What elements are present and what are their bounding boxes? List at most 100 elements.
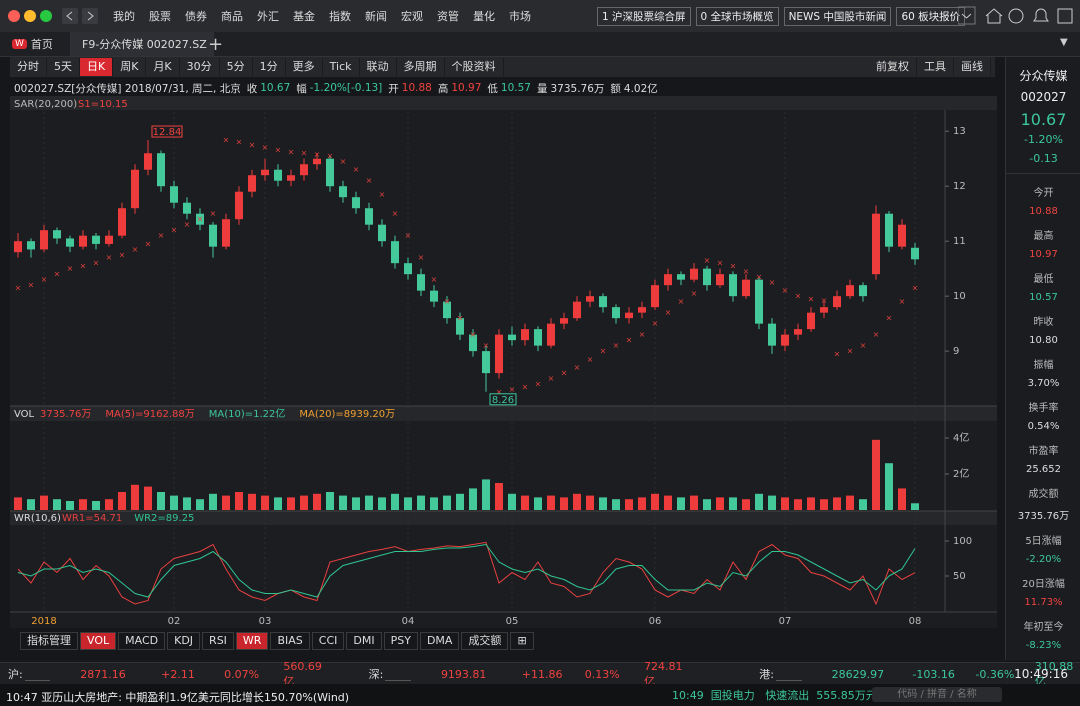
volume-bar <box>794 499 802 510</box>
field-label: 量 <box>536 82 548 95</box>
candle-body <box>14 241 22 253</box>
indicator-tab[interactable]: PSY <box>383 632 418 650</box>
news-text[interactable]: 10:47 亚历山大房地产: 中期盈利1.9亿美元同比增长150.70%(Win… <box>6 691 350 704</box>
indicator-tab[interactable]: 指标管理 <box>20 632 78 650</box>
menu-item[interactable]: 基金 <box>293 10 315 23</box>
indicator-tab[interactable]: 成交额 <box>461 632 509 650</box>
indicator-tab[interactable]: WR <box>235 632 269 650</box>
chat-icon[interactable] <box>1008 8 1024 24</box>
indicator-tab[interactable]: BIAS <box>270 632 310 650</box>
volume-bar <box>196 499 204 510</box>
bell-icon[interactable] <box>1033 8 1049 22</box>
index-pct: 0.07% <box>224 667 260 681</box>
menu-item[interactable]: 量化 <box>473 10 495 23</box>
candle-body <box>248 175 256 192</box>
candle-body <box>170 186 178 203</box>
menu-item[interactable]: 股票 <box>149 10 171 23</box>
window-icon[interactable] <box>1057 8 1073 24</box>
indicator-tab[interactable]: CCI <box>311 632 345 650</box>
f9-tab[interactable]: F9-分众传媒 002027.SZ <box>70 32 214 56</box>
volume-bar <box>456 493 464 510</box>
candle-body <box>365 208 373 225</box>
stat-value: 3735.76万 <box>1017 511 1070 522</box>
quick-button[interactable]: 1 沪深股票综合屏 <box>597 6 691 26</box>
period-button[interactable]: 日K <box>80 58 114 76</box>
back[interactable] <box>62 8 78 24</box>
period-button[interactable]: 联动 <box>360 58 397 76</box>
add-indicator[interactable]: ⊞ <box>510 632 534 650</box>
period-button[interactable]: 5分 <box>220 58 253 76</box>
sar-point: × <box>418 253 425 262</box>
period-button[interactable]: 月K <box>146 58 180 76</box>
menu-item[interactable]: 债券 <box>185 10 207 23</box>
menu-item[interactable]: 新闻 <box>365 10 387 23</box>
menu-item[interactable]: 指数 <box>329 10 351 23</box>
candle-body <box>404 263 412 275</box>
volume-bar <box>417 495 425 510</box>
menu-item[interactable]: 宏观 <box>401 10 423 23</box>
home-icon[interactable] <box>985 8 1003 24</box>
indicator-tab[interactable]: VOL <box>80 632 117 650</box>
sar-point: × <box>288 148 295 157</box>
volume-bar <box>248 493 256 510</box>
quick-button[interactable]: 0 全球市场概览 <box>695 6 779 26</box>
tool-button[interactable]: 画线 <box>954 58 991 76</box>
candle-body <box>898 224 906 247</box>
period-button[interactable]: 个股资料 <box>445 58 504 76</box>
menu-item[interactable]: 外汇 <box>257 10 279 23</box>
volume-bar <box>651 493 659 510</box>
tool-button[interactable]: 前复权 <box>869 58 917 76</box>
sar-point: × <box>184 220 191 229</box>
sar-point: × <box>496 387 503 396</box>
period-button[interactable]: 5天 <box>47 58 80 76</box>
index-change: +2.11 <box>161 667 195 681</box>
period-button[interactable]: 更多 <box>286 58 323 76</box>
volume-bar <box>14 497 22 510</box>
quick-button[interactable]: NEWS 中国股市新闻 <box>783 6 892 26</box>
sar-point: × <box>470 330 477 339</box>
stock-pct: -1.20% <box>1024 133 1063 146</box>
indicator-tab[interactable]: DMA <box>419 632 460 650</box>
new-tab[interactable]: + <box>208 34 224 55</box>
home-tab[interactable]: W 首页 <box>12 32 67 56</box>
sar-point: × <box>353 165 360 174</box>
sar-point: × <box>275 145 282 154</box>
tab-menu[interactable]: ▼ <box>1060 37 1068 48</box>
indicator-tab[interactable]: RSI <box>202 632 234 650</box>
period-button[interactable]: Tick <box>323 58 360 76</box>
menu-item[interactable]: 资管 <box>437 10 459 23</box>
search-box[interactable]: 代码 / 拼音 / 名称 <box>872 687 1002 702</box>
dropdown[interactable] <box>958 6 976 25</box>
candle-body <box>53 230 61 239</box>
vol-field: 3735.76万 <box>40 409 91 420</box>
volume-bar <box>131 484 139 510</box>
menu-item[interactable]: 商品 <box>221 10 243 23</box>
close[interactable] <box>8 10 20 22</box>
sar-point: × <box>444 297 451 306</box>
period-button[interactable]: 30分 <box>180 58 220 76</box>
menu-item[interactable]: 市场 <box>509 10 531 23</box>
sar-point: × <box>327 151 334 160</box>
period-button[interactable]: 多周期 <box>397 58 445 76</box>
indicator-tab[interactable]: KDJ <box>167 632 201 650</box>
candle-body <box>872 213 880 275</box>
period-button[interactable]: 周K <box>113 58 147 76</box>
candle-body <box>79 235 87 247</box>
candle-body <box>118 208 126 236</box>
period-button[interactable]: 分时 <box>10 58 47 76</box>
menu-item[interactable]: 我的 <box>113 10 135 23</box>
x-tick-label: 04 <box>402 616 415 627</box>
indicator-tab[interactable]: DMI <box>346 632 382 650</box>
volume-bar <box>677 497 685 510</box>
tab-bar: W 首页 F9-分众传媒 002027.SZ + ▼ <box>0 32 1080 57</box>
indicator-tab[interactable]: MACD <box>118 632 166 650</box>
volume-bar <box>443 495 451 510</box>
zoom[interactable] <box>40 10 52 22</box>
minimize[interactable] <box>24 10 36 22</box>
forward[interactable] <box>82 8 98 24</box>
period-button[interactable]: 1分 <box>253 58 286 76</box>
stat-label: 换手率 <box>1028 403 1059 414</box>
volume-bar <box>53 499 61 510</box>
toolbar-icons <box>958 6 1073 25</box>
tool-button[interactable]: 工具 <box>917 58 954 76</box>
